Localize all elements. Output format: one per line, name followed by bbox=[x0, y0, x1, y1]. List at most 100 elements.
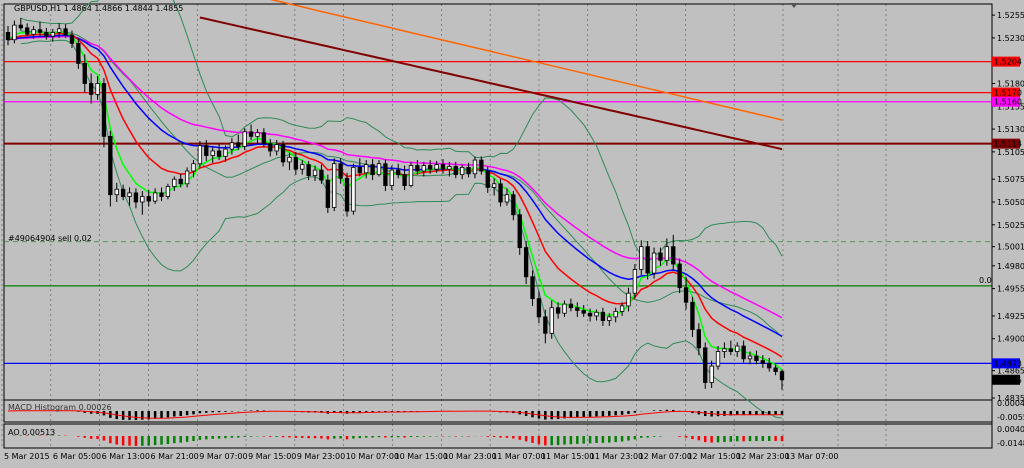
candle bbox=[204, 140, 209, 161]
time-axis-label: 10 Mar 07:00 bbox=[346, 452, 399, 461]
candle-body bbox=[485, 170, 490, 188]
candle bbox=[338, 158, 343, 184]
price-tick-label: 1.5230 bbox=[997, 34, 1024, 43]
candle-body bbox=[594, 311, 599, 317]
candle-body bbox=[530, 276, 535, 300]
candle bbox=[332, 158, 337, 212]
candle bbox=[511, 191, 516, 221]
candle-body bbox=[370, 164, 375, 176]
candle bbox=[351, 163, 356, 215]
candle bbox=[133, 188, 139, 209]
price-tick-label: 1.5130 bbox=[997, 125, 1024, 134]
candle-body bbox=[204, 145, 209, 156]
candle bbox=[485, 166, 490, 193]
macd-axis-label: 0.00044 bbox=[997, 399, 1024, 408]
price-label-box bbox=[992, 374, 1020, 385]
candle bbox=[555, 302, 561, 319]
candle-body bbox=[434, 164, 439, 170]
candle bbox=[498, 179, 503, 207]
candle-body bbox=[63, 28, 68, 36]
candle-body bbox=[312, 169, 318, 176]
candle bbox=[31, 26, 36, 39]
grid-level-label: 0.0 bbox=[979, 276, 992, 285]
candle bbox=[600, 307, 606, 326]
candle-body bbox=[568, 303, 574, 309]
candle bbox=[57, 23, 62, 38]
candle bbox=[223, 145, 228, 162]
candle-body bbox=[351, 166, 356, 212]
candle-body bbox=[216, 150, 222, 157]
candle bbox=[63, 24, 68, 38]
candle bbox=[479, 156, 484, 175]
candle bbox=[408, 161, 414, 188]
candle-body bbox=[651, 252, 657, 274]
candle-body bbox=[197, 145, 203, 165]
candle bbox=[120, 184, 126, 201]
candle-body bbox=[543, 316, 548, 334]
candle-body bbox=[101, 83, 107, 137]
candle bbox=[319, 164, 324, 184]
candle-body bbox=[600, 311, 606, 321]
candle bbox=[114, 182, 119, 202]
candle-body bbox=[140, 196, 145, 203]
candle bbox=[82, 54, 87, 93]
candle bbox=[421, 161, 426, 177]
candle-body bbox=[415, 165, 420, 172]
candle-body bbox=[715, 351, 721, 367]
candle-body bbox=[12, 24, 17, 41]
candle-body bbox=[108, 135, 113, 196]
price-tick-label: 1.4865 bbox=[997, 367, 1024, 376]
candle bbox=[312, 165, 318, 182]
candle-body bbox=[760, 360, 765, 364]
candle bbox=[191, 160, 196, 178]
candle-body bbox=[5, 32, 11, 41]
candle-body bbox=[287, 156, 292, 163]
candle-body bbox=[319, 169, 324, 181]
candle bbox=[453, 161, 458, 179]
candle bbox=[197, 140, 203, 168]
time-axis-label: 12 Mar 07:00 bbox=[639, 452, 692, 461]
macd-signal-line bbox=[7, 410, 782, 419]
candle-body bbox=[466, 166, 471, 175]
candle bbox=[504, 188, 510, 206]
candle-body bbox=[562, 303, 567, 314]
candle bbox=[415, 160, 420, 175]
time-axis-label: 13 Mar 07:00 bbox=[785, 452, 838, 461]
candle bbox=[530, 270, 535, 306]
candle bbox=[76, 38, 81, 69]
candle-body bbox=[152, 192, 158, 202]
price-label-box bbox=[992, 56, 1020, 67]
candle bbox=[242, 128, 247, 151]
candle-body bbox=[536, 298, 542, 318]
candle-body bbox=[325, 179, 330, 208]
price-label-box bbox=[992, 96, 1020, 107]
candle bbox=[325, 174, 330, 213]
candle bbox=[722, 342, 727, 358]
candle bbox=[280, 140, 286, 167]
candle-body bbox=[690, 301, 695, 331]
macd-axis-label: -0.0055 bbox=[997, 413, 1024, 422]
candle bbox=[517, 209, 522, 255]
candle bbox=[779, 369, 785, 390]
candle-body bbox=[728, 348, 733, 352]
candle bbox=[344, 172, 350, 217]
candle-body bbox=[607, 316, 612, 321]
candle bbox=[140, 191, 145, 215]
price-label-text: 1.5114 bbox=[994, 140, 1022, 149]
candle-body bbox=[421, 165, 426, 172]
candle-body bbox=[344, 177, 350, 212]
candle bbox=[376, 160, 382, 177]
candle-body bbox=[191, 163, 196, 172]
candle bbox=[523, 241, 529, 285]
candle-body bbox=[229, 142, 235, 150]
price-tick-label: 1.5180 bbox=[997, 79, 1024, 88]
candle bbox=[255, 129, 260, 144]
candle bbox=[261, 128, 267, 148]
candle-body bbox=[280, 144, 286, 163]
candle-body bbox=[248, 131, 254, 137]
candle-body bbox=[402, 174, 407, 186]
candle bbox=[127, 187, 132, 206]
price-tick-label: 1.4835 bbox=[997, 394, 1024, 403]
candle-body bbox=[82, 63, 87, 84]
